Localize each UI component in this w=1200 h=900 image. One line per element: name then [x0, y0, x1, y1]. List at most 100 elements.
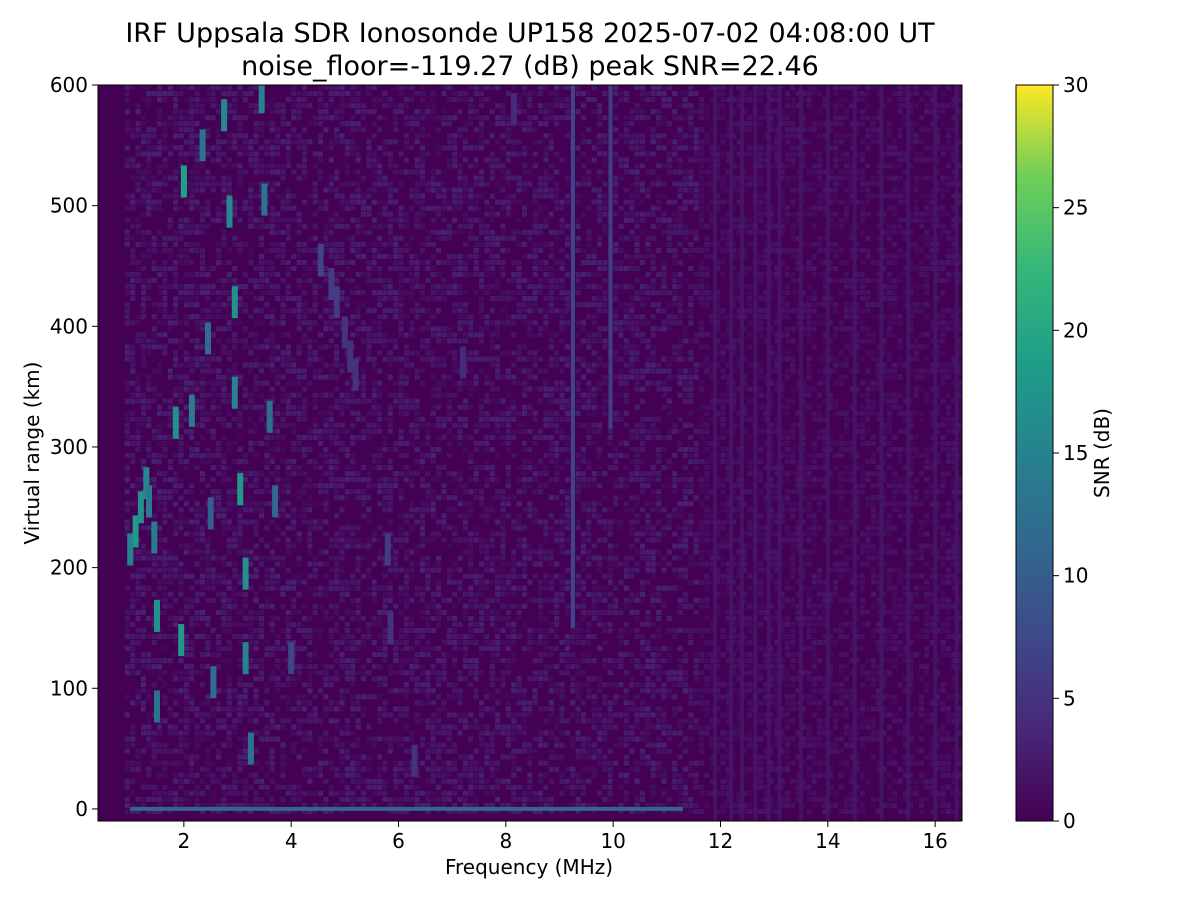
noise-cell — [135, 440, 141, 446]
noise-cell — [264, 790, 270, 796]
noise-cell — [468, 724, 474, 730]
noise-cell — [183, 428, 189, 434]
noise-cell — [361, 103, 366, 109]
noise-cell — [462, 302, 468, 308]
noise-cell — [178, 748, 184, 754]
noise-cell — [269, 163, 275, 169]
noise-cell — [430, 567, 436, 573]
noise-cell — [162, 748, 168, 754]
noise-cell — [350, 525, 356, 531]
noise-cell — [157, 742, 162, 748]
noise-cell — [479, 489, 484, 495]
noise-cell — [135, 374, 141, 380]
noise-cell — [495, 374, 501, 380]
noise-cell — [200, 290, 205, 296]
noise-cell — [124, 609, 130, 615]
noise-cell — [151, 670, 157, 676]
noise-cell — [232, 489, 238, 495]
noise-cell — [200, 567, 205, 573]
noise-cell — [200, 175, 205, 181]
noise-cell — [189, 181, 195, 187]
noise-cell — [484, 157, 490, 163]
noise-cell — [259, 169, 264, 175]
noise-cell — [291, 217, 297, 223]
noise-cell — [430, 790, 436, 796]
noise-cell — [216, 85, 222, 90]
noise-cell — [516, 103, 522, 109]
noise-cell — [479, 241, 484, 247]
noise-cell — [130, 284, 136, 290]
noise-cell — [511, 320, 517, 326]
noise-cell — [242, 507, 248, 513]
noise-cell — [275, 229, 281, 235]
noise-cell — [409, 284, 415, 290]
noise-cell — [296, 628, 302, 633]
noise-cell — [414, 640, 420, 645]
noise-cell — [167, 760, 173, 766]
noise-cell — [130, 380, 136, 386]
noise-cell — [157, 410, 162, 416]
noise-cell — [291, 513, 297, 519]
noise-cell — [178, 91, 184, 96]
noise-cell — [355, 597, 361, 603]
noise-cell — [479, 404, 484, 410]
noise-cell — [505, 410, 511, 416]
noise-cell — [522, 471, 527, 477]
noise-cell — [221, 555, 227, 561]
noise-cell — [280, 477, 286, 483]
noise-cell — [479, 223, 484, 229]
noise-cell — [398, 380, 404, 386]
noise-cell — [200, 260, 205, 265]
noise-cell — [226, 700, 232, 706]
noise-cell — [516, 175, 522, 181]
noise-cell — [285, 700, 291, 706]
noise-cell — [162, 272, 168, 277]
noise-cell — [226, 549, 232, 555]
noise-cell — [140, 235, 146, 241]
noise-cell — [339, 260, 345, 265]
noise-cell — [420, 670, 425, 676]
noise-cell — [189, 573, 195, 579]
noise-cell — [420, 284, 425, 290]
noise-cell — [124, 646, 130, 651]
noise-cell — [446, 163, 452, 169]
noise-cell — [366, 229, 372, 235]
noise-cell — [473, 579, 479, 585]
noise-cell — [403, 646, 409, 651]
noise-cell — [495, 163, 501, 169]
noise-cell — [511, 573, 517, 579]
noise-cell — [232, 115, 238, 121]
noise-cell — [398, 742, 404, 748]
noise-cell — [307, 338, 313, 344]
noise-cell — [291, 422, 297, 428]
noise-cell — [140, 748, 146, 754]
noise-cell — [210, 302, 216, 308]
noise-cell — [495, 115, 501, 121]
noise-cell — [328, 652, 334, 658]
noise-cell — [318, 489, 323, 495]
noise-cell — [146, 169, 152, 175]
noise-cell — [162, 139, 168, 145]
noise-cell — [511, 278, 517, 283]
noise-cell — [291, 597, 297, 603]
noise-cell — [500, 646, 506, 651]
noise-cell — [253, 422, 259, 428]
noise-cell — [200, 459, 205, 464]
noise-cell — [473, 573, 479, 579]
noise-cell — [226, 139, 232, 145]
noise-cell — [334, 272, 340, 277]
noise-cell — [194, 507, 200, 513]
noise-cell — [366, 543, 372, 549]
noise-cell — [414, 314, 420, 320]
noise-cell — [259, 320, 264, 326]
noise-cell — [226, 706, 232, 712]
noise-cell — [162, 519, 168, 525]
noise-cell — [377, 314, 383, 320]
noise-cell — [194, 97, 200, 103]
noise-cell — [457, 223, 463, 229]
noise-cell — [344, 664, 350, 670]
noise-cell — [200, 223, 205, 229]
noise-cell — [452, 742, 458, 748]
noise-cell — [205, 175, 211, 181]
noise-cell — [441, 525, 447, 531]
